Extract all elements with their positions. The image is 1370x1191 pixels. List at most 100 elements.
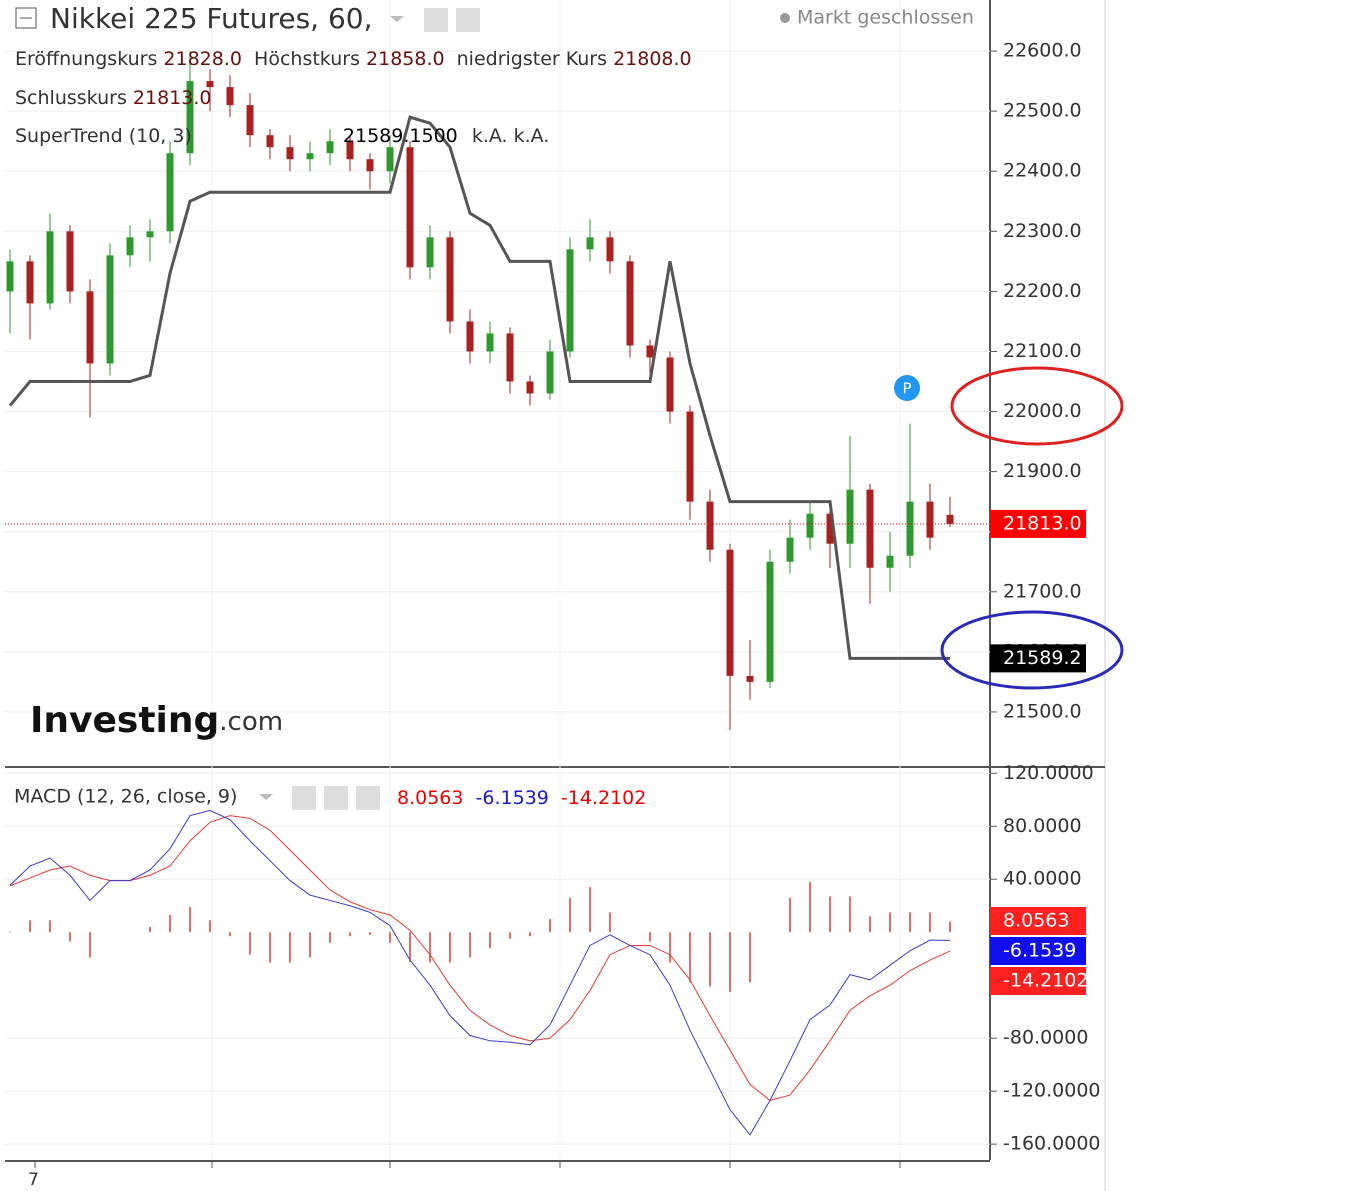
candle-body xyxy=(346,141,354,160)
plot: 22600.0 22500.0 22400.0 22300.0 22200.0 22100… xyxy=(5,0,1101,1160)
eye-icon[interactable] xyxy=(292,786,316,810)
candle-body xyxy=(606,237,614,262)
candle-body xyxy=(146,231,154,238)
candle-body xyxy=(306,153,314,160)
candle-body xyxy=(286,147,294,160)
candle-body xyxy=(806,513,814,538)
y-tick-label: 80.0000 xyxy=(1003,815,1082,837)
axis-value-label: -14.2102 xyxy=(1003,970,1088,992)
candle-body xyxy=(366,159,374,172)
y-tick-label: 22200.0 xyxy=(1003,280,1082,302)
close-icon[interactable] xyxy=(356,786,380,810)
candle-body xyxy=(586,237,594,250)
supertrend-line xyxy=(8,115,950,660)
annotation-ellipse xyxy=(950,366,1124,446)
y-tick-label: 22600.0 xyxy=(1003,40,1082,62)
y-tick-label: -120.0000 xyxy=(1003,1080,1101,1102)
candle-body xyxy=(226,87,234,106)
y-tick-label: -160.0000 xyxy=(1003,1133,1101,1155)
y-tick-label: 22300.0 xyxy=(1003,220,1082,242)
candle-body xyxy=(426,237,434,268)
axis-value-box xyxy=(990,967,1086,995)
candle-body xyxy=(446,237,454,322)
legend-value: k.A. k.A. xyxy=(472,125,550,147)
candle-body xyxy=(846,489,854,544)
settings-icon[interactable] xyxy=(456,8,480,32)
legend-label: niedrigster Kurs xyxy=(457,48,607,70)
candle-body xyxy=(86,291,94,364)
candle-body xyxy=(766,561,774,682)
candle-body xyxy=(926,501,934,538)
candle-body xyxy=(666,357,674,412)
legend-label: SuperTrend (10, 3) xyxy=(15,125,192,147)
ohlc-legend: Eröffnungskurs 21828.0 Höchstkurs 21858.… xyxy=(15,48,692,70)
logo: Investing.com xyxy=(30,700,283,741)
candle-body xyxy=(186,81,194,154)
candle-body xyxy=(46,231,54,304)
axis-value-box xyxy=(990,644,1086,673)
candle-body xyxy=(166,153,174,232)
y-tick-label: 22100.0 xyxy=(1003,340,1082,362)
candle-body xyxy=(246,105,254,136)
annotation-ellipse xyxy=(940,610,1124,690)
candle-body xyxy=(826,513,834,544)
y-tick-label: 22000.0 xyxy=(1003,400,1082,422)
axis-value-label: 8.0563 xyxy=(1003,910,1069,932)
candle-body xyxy=(326,141,334,154)
y-tick-label: 22500.0 xyxy=(1003,100,1082,122)
macd-values: 8.0563 -6.1539 -14.2102 xyxy=(397,787,646,809)
legend-label: Eröffnungskurs xyxy=(15,48,157,70)
candle-body xyxy=(526,381,534,394)
overlay: 21813.0 21589.2 8.0563 -6.1539 -14.2102 xyxy=(990,509,1088,995)
candle-body xyxy=(706,501,714,550)
collapse-icon[interactable] xyxy=(15,7,37,29)
status-dot xyxy=(780,13,790,23)
candle-body xyxy=(866,489,874,568)
eye-icon[interactable] xyxy=(424,8,448,32)
legend-value: 21858.0 xyxy=(366,48,445,70)
signal-line xyxy=(9,815,951,1101)
axis-value-label: 21813.0 xyxy=(1003,512,1082,534)
dropdown[interactable] xyxy=(390,16,404,22)
settings-icon[interactable] xyxy=(324,786,348,810)
macd-legend: MACD (12, 26, close, 9) xyxy=(14,786,237,808)
candle-body xyxy=(886,555,894,568)
y-tick-label: -80.0000 xyxy=(1003,1027,1088,1049)
logo-main: Investing xyxy=(30,700,219,741)
legend-value: 21813.0 xyxy=(133,87,212,109)
event-marker[interactable] xyxy=(894,375,920,401)
status: Markt geschlossen xyxy=(797,7,974,29)
candle-body xyxy=(466,321,474,352)
y-tick-label: 22400.0 xyxy=(1003,160,1082,182)
event-marker-label: P xyxy=(902,380,911,398)
indicator-legend: SuperTrend (10, 3) 21589.1500 k.A. k.A. xyxy=(15,125,549,147)
candle-body xyxy=(266,135,274,148)
legend-label: Schlusskurs xyxy=(15,87,127,109)
candle-body xyxy=(746,675,754,682)
legend-value: 21808.0 xyxy=(613,48,692,70)
axis-value-box xyxy=(990,509,1086,538)
macd-line xyxy=(9,809,951,1136)
axis-value-label: 21589.2 xyxy=(1003,647,1082,669)
candle-body xyxy=(946,514,954,524)
candle-body xyxy=(106,255,114,364)
y-tick-label: 21700.0 xyxy=(1003,580,1082,602)
legend-value: -14.2102 xyxy=(561,787,646,809)
candle-body xyxy=(126,237,134,256)
ohlc-legend: Schlusskurs 21813.0 xyxy=(15,87,211,109)
candle-body xyxy=(6,261,14,292)
candle-body xyxy=(26,261,34,304)
dropdown[interactable] xyxy=(259,794,273,800)
chart-title: Nikkei 225 Futures, 60, xyxy=(50,2,373,35)
legend-value: 21828.0 xyxy=(163,48,242,70)
legend-value: 8.0563 xyxy=(397,787,463,809)
legend-value: -6.1539 xyxy=(476,787,549,809)
candle-body xyxy=(686,411,694,502)
candle-body xyxy=(646,345,654,358)
y-tick-label: 40.0000 xyxy=(1003,868,1082,890)
y-tick-label: 21900.0 xyxy=(1003,460,1082,482)
candle-body xyxy=(546,351,554,394)
axis-value-label: -6.1539 xyxy=(1003,940,1076,962)
candle-body xyxy=(506,333,514,382)
